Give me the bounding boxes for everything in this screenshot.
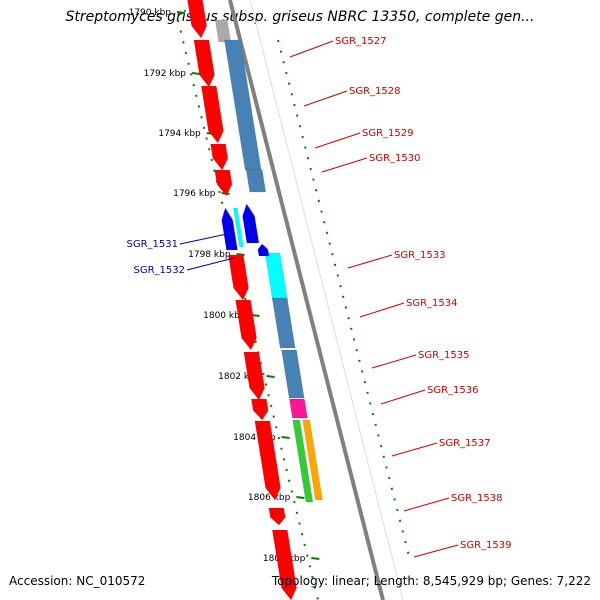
gene-block-gray xyxy=(214,19,232,43)
accession-label: Accession: NC_010572 xyxy=(9,574,146,588)
forward-gene-arrow xyxy=(235,299,257,351)
chromosome-backbone xyxy=(228,0,385,600)
gene-label-sgr-1532: SGR_1532 xyxy=(134,265,186,276)
ruler-label: 1794 kbp xyxy=(158,129,201,139)
gene-leader-line xyxy=(371,354,417,369)
gene-block-cyan xyxy=(232,207,244,248)
forward-gene-arrow xyxy=(193,39,215,88)
gene-block-steelblue xyxy=(271,297,296,349)
forward-gene-arrow xyxy=(228,254,249,301)
ruler-tick xyxy=(296,496,305,499)
gene-label-sgr-1535: SGR_1535 xyxy=(418,350,470,361)
reverse-gene-arrow xyxy=(257,243,270,257)
reverse-gene-arrow xyxy=(221,207,238,251)
gene-leader-line xyxy=(347,254,393,269)
gene-leader-line xyxy=(314,132,361,149)
gene-leader-line xyxy=(380,389,426,405)
gene-leader-line xyxy=(186,257,235,271)
ruler-label: 1798 kbp xyxy=(188,250,231,260)
forward-gene-arrow xyxy=(200,85,224,144)
ruler-tick xyxy=(281,436,290,439)
gene-label-sgr-1529: SGR_1529 xyxy=(362,128,414,139)
ruler-label: 1800 kbp xyxy=(203,311,246,321)
ruler-label: 1796 kbp xyxy=(173,189,216,199)
ruler-tick xyxy=(236,253,245,256)
gene-leader-line xyxy=(359,302,405,318)
gene-label-sgr-1537: SGR_1537 xyxy=(439,438,491,449)
gene-block-steelblue xyxy=(245,169,267,193)
ruler-label: 1806 kbp xyxy=(248,493,291,503)
gene-leader-line xyxy=(413,544,459,558)
ruler-tick xyxy=(176,11,186,14)
gene-leader-line xyxy=(179,233,228,245)
forward-gene-arrow xyxy=(251,398,269,421)
gene-label-sgr-1528: SGR_1528 xyxy=(349,86,401,97)
gene-label-sgr-1531: SGR_1531 xyxy=(127,239,179,250)
forward-gene-arrow xyxy=(214,169,233,197)
gene-leader-line xyxy=(289,40,334,58)
ruler-tick xyxy=(266,375,275,378)
ruler-tick xyxy=(311,557,320,560)
gene-label-sgr-1538: SGR_1538 xyxy=(451,493,503,504)
gene-block-green xyxy=(292,419,314,503)
reverse-gene-arrow xyxy=(242,203,260,244)
outer-dotted-line xyxy=(277,39,411,561)
gene-block-magenta xyxy=(289,398,308,419)
gene-label-sgr-1533: SGR_1533 xyxy=(394,250,446,261)
gene-label-sgr-1527: SGR_1527 xyxy=(335,36,387,47)
forward-gene-arrow xyxy=(268,507,286,526)
forward-gene-arrow xyxy=(254,420,281,501)
ruler-label: 1790 kbp xyxy=(129,8,172,18)
ruler-label: 1792 kbp xyxy=(144,69,187,79)
gene-leader-line xyxy=(303,90,348,107)
gene-block-orange xyxy=(302,419,323,501)
forward-gene-arrow xyxy=(210,143,229,171)
ruler-label: 1804 kbp xyxy=(233,433,276,443)
gene-label-sgr-1534: SGR_1534 xyxy=(406,298,458,309)
forward-gene-arrow xyxy=(187,0,207,39)
topology-label: Topology: linear; Length: 8,545,929 bp; … xyxy=(271,574,591,588)
gene-leader-line xyxy=(391,442,438,457)
gene-block-steelblue xyxy=(281,349,305,399)
gene-label-sgr-1539: SGR_1539 xyxy=(460,540,512,551)
ruler-label: 1802 kbp xyxy=(218,372,261,382)
forward-gene-arrow xyxy=(272,529,297,600)
forward-gene-arrow xyxy=(243,351,265,401)
gene-block-cyan xyxy=(264,252,288,301)
strand-guide xyxy=(249,0,404,600)
gene-leader-line xyxy=(321,157,368,173)
gene-leader-line xyxy=(403,497,450,512)
gene-label-sgr-1530: SGR_1530 xyxy=(369,153,421,164)
ruler-tick xyxy=(191,72,201,75)
gene-label-sgr-1536: SGR_1536 xyxy=(427,385,479,396)
